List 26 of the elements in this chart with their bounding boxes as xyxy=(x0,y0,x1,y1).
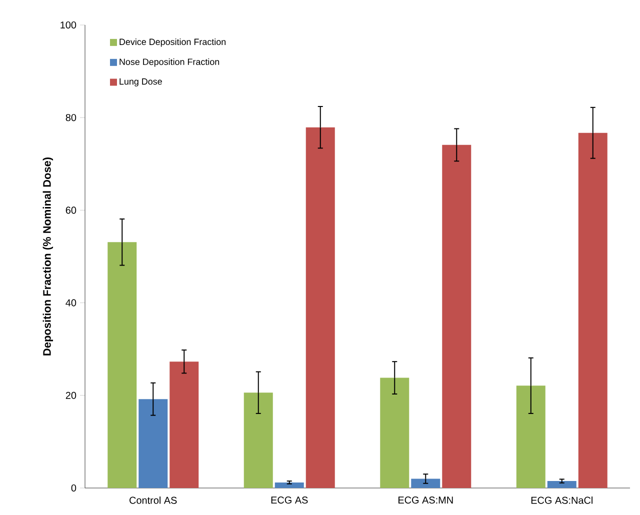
bar xyxy=(306,127,335,488)
y-tick-label: 60 xyxy=(66,206,76,214)
bar xyxy=(244,392,273,488)
bar xyxy=(547,481,576,488)
x-tick-label: ECG AS:MN xyxy=(398,496,453,504)
y-tick-label: 40 xyxy=(66,299,76,306)
bar xyxy=(170,362,199,488)
bar xyxy=(516,386,546,488)
y-tick-label: 0 xyxy=(71,484,76,492)
y-tick-label: 100 xyxy=(60,21,76,29)
bar xyxy=(411,478,440,488)
legend-label: Nose Deposition Fraction xyxy=(120,58,220,67)
bar xyxy=(108,242,137,488)
bar xyxy=(138,399,168,488)
legend-label: Device Deposition Fraction xyxy=(120,38,226,47)
y-axis-title: Deposition Fraction (% Nominal Dose) xyxy=(42,157,54,356)
legend-label: Lung Dose xyxy=(120,78,162,86)
y-tick-label: 80 xyxy=(66,114,76,122)
x-tick-label: ECG AS:NaCl xyxy=(531,496,592,504)
y-tick-label: 20 xyxy=(66,392,76,399)
bar xyxy=(274,482,304,488)
x-tick-label: Control AS xyxy=(130,496,177,504)
bar xyxy=(442,144,472,488)
bar xyxy=(578,132,608,488)
bar xyxy=(380,378,410,488)
x-tick-label: ECG AS xyxy=(271,496,308,504)
